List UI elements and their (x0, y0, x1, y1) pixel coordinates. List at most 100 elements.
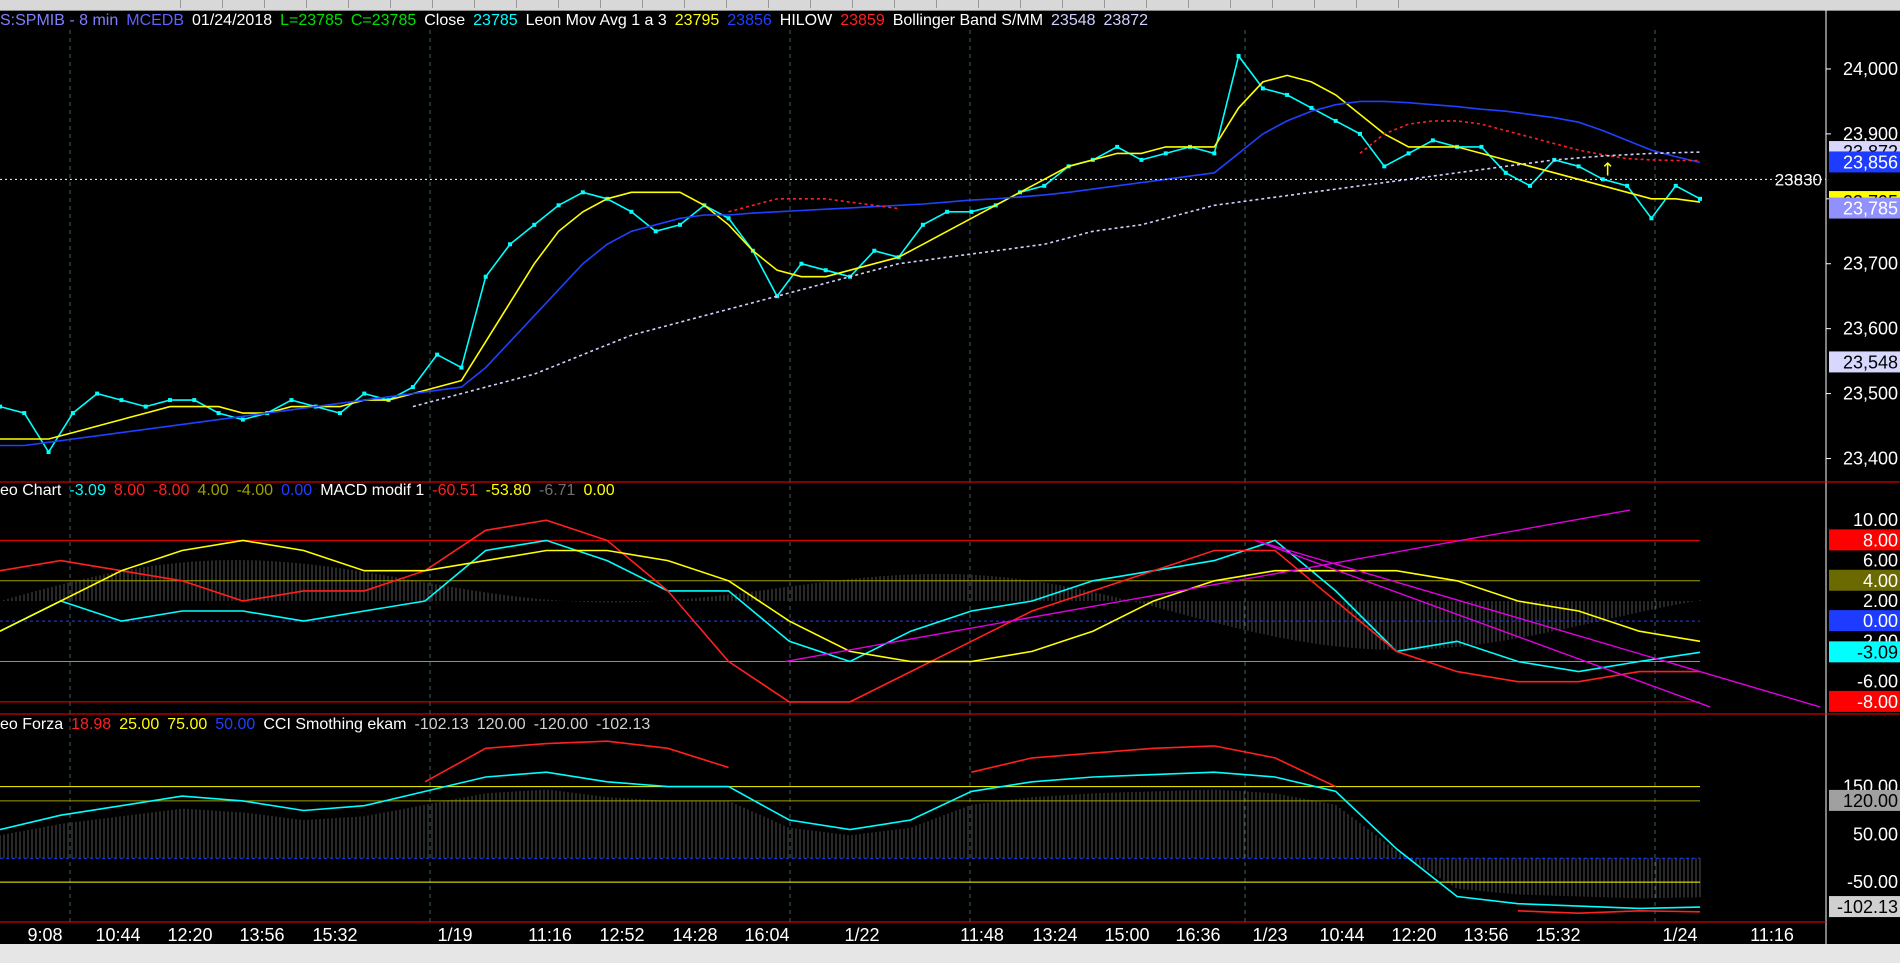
toolbar-button[interactable] (380, 0, 391, 8)
toolbar-button[interactable] (254, 0, 265, 8)
close-point (653, 229, 658, 234)
toolbar-button[interactable] (338, 0, 349, 8)
toolbar-button[interactable] (464, 0, 475, 8)
time-axis-label: 13:24 (1032, 925, 1077, 945)
cci-legend-item: 18.98 (71, 716, 112, 733)
close-point (435, 352, 440, 357)
toolbar-button[interactable] (716, 0, 727, 8)
toolbar-button[interactable] (1052, 0, 1063, 8)
cci-tag-label: -102.13 (1837, 897, 1898, 917)
time-axis-label: 1/23 (1252, 925, 1287, 945)
price-legend-item: 23785 (473, 12, 518, 29)
cci-legend-item: -102.13 (595, 716, 651, 733)
time-axis-label: 11:48 (960, 925, 1004, 945)
toolbar-button[interactable] (926, 0, 937, 8)
macd-tag (1829, 641, 1900, 663)
series-line--60.51 (0, 519, 1700, 703)
price-panel-legend: S:SPMIB - 8 min MCEDB 01/24/2018 L=23785 C=2… (0, 12, 1156, 30)
price-legend-item: 23859 (840, 12, 885, 29)
price-legend-item: HILOW (779, 12, 833, 29)
cci-legend-item: 50.00 (215, 716, 256, 733)
macd-axis-label: -6.00 (1857, 672, 1898, 692)
toolbar-button[interactable] (842, 0, 853, 8)
toolbar-button[interactable] (884, 0, 895, 8)
series-line-23548 (412, 151, 1701, 408)
toolbar-button[interactable] (1010, 0, 1021, 8)
macd-tag-label: -3.09 (1857, 642, 1898, 662)
toolbar-button[interactable] (506, 0, 517, 8)
macd-axis-label: 2.00 (1863, 591, 1898, 611)
cci-tag (1829, 896, 1900, 918)
close-point (289, 398, 294, 403)
price-legend-item: 23872 (1103, 12, 1149, 29)
time-axis-label: 9:08 (27, 925, 62, 945)
close-point (1528, 183, 1532, 188)
macd-legend-item: -60.51 (432, 482, 478, 499)
time-axis-label: 11:16 (528, 925, 572, 945)
toolbar-button[interactable] (1136, 0, 1147, 8)
close-point (1236, 53, 1241, 58)
macd-tag (1829, 529, 1900, 551)
close-point (1042, 183, 1047, 188)
toolbar-button[interactable] (1388, 0, 1399, 8)
series-line-18.98 (424, 740, 1701, 915)
series-line-23795 (0, 74, 1701, 440)
price-legend-item: Close (424, 12, 466, 29)
close-point (216, 411, 221, 416)
series-line-23859 (728, 120, 1700, 213)
close-point (532, 222, 537, 227)
close-point (1115, 144, 1120, 149)
toolbar-button[interactable] (968, 0, 979, 8)
time-axis-label: 12:20 (1391, 925, 1436, 945)
close-point (1333, 118, 1338, 123)
time-axis-label: 13:56 (239, 925, 284, 945)
close-point (95, 391, 100, 396)
toolbar-button[interactable] (632, 0, 643, 8)
close-point (1503, 170, 1508, 175)
macd-legend-item: 4.00 (197, 482, 229, 499)
close-point (1309, 105, 1314, 110)
price-axis-label: 23,500 (1843, 384, 1898, 404)
toolbar-button[interactable] (170, 0, 181, 8)
close-point (1260, 86, 1265, 91)
price-tag (1829, 197, 1900, 219)
toolbar-button[interactable] (800, 0, 811, 8)
price-axis-label: 23,900 (1843, 124, 1898, 144)
macd-legend-item: 0.00 (583, 482, 615, 499)
trendline (1254, 539, 1821, 708)
series-line-Close (0, 54, 1701, 454)
time-axis-label: 13:56 (1463, 925, 1508, 945)
toolbar-button[interactable] (1346, 0, 1357, 8)
toolbar-button[interactable] (1220, 0, 1231, 8)
toolbar-button[interactable] (1094, 0, 1105, 8)
cci-tag-label: 120.00 (1843, 791, 1898, 811)
series-line--53.80 (0, 539, 1701, 663)
price-legend-item: S:SPMIB - 8 min (0, 12, 119, 29)
close-point (945, 209, 950, 214)
close-point (1600, 177, 1605, 182)
trendline (784, 509, 1631, 663)
toolbar-button[interactable] (1304, 0, 1315, 8)
macd-legend-item: -8.00 (152, 482, 190, 499)
toolbar-button[interactable] (1178, 0, 1189, 8)
cci-panel-legend: eo Forza 18.98 25.00 75.00 50.00 CCI Smothing… (0, 716, 658, 734)
time-axis-label: 12:52 (599, 925, 644, 945)
cci-legend-item: -102.13 (414, 716, 469, 733)
close-point (580, 190, 585, 195)
toolbar-button[interactable] (674, 0, 685, 8)
toolbar-button[interactable] (590, 0, 601, 8)
time-axis-label: 11:16 (1750, 925, 1794, 945)
close-point (459, 365, 464, 370)
toolbar-button[interactable] (422, 0, 433, 8)
price-axis-label: 23,400 (1843, 449, 1898, 469)
cci-legend-item: eo Forza (0, 716, 64, 733)
time-axis-label: 10:44 (95, 925, 140, 945)
price-tag (1829, 151, 1900, 173)
macd-tag-label: 0.00 (1863, 611, 1898, 631)
toolbar-button[interactable] (758, 0, 769, 8)
toolbar-button[interactable] (212, 0, 223, 8)
toolbar-button[interactable] (1262, 0, 1273, 8)
toolbar-button[interactable] (296, 0, 307, 8)
toolbar-button[interactable] (548, 0, 559, 8)
